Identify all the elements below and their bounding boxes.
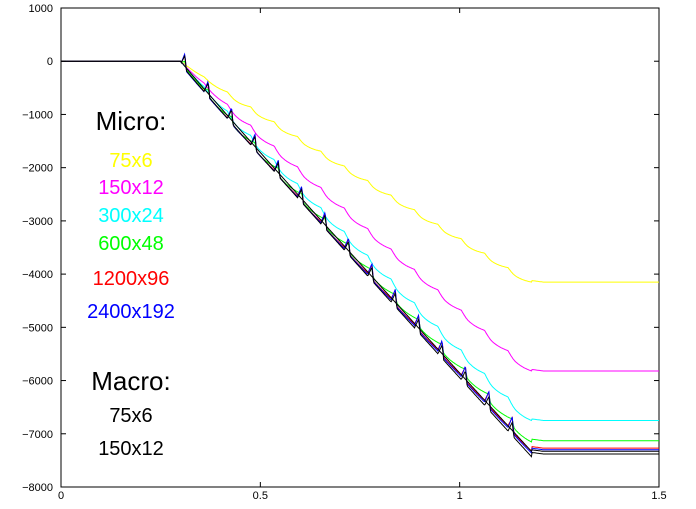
legend: Micro: 75x6 150x12 300x24 600x48 1200x96… (87, 106, 175, 460)
y-tick-label: −6000 (22, 376, 53, 388)
legend-entry: 150x12 (98, 177, 164, 199)
x-tick-label: 0 (58, 490, 64, 502)
axis-layer: 0 0.5 1 1.5 1000 0 −1000 −2000 −3000 −4000 −5000 −6… (22, 3, 667, 502)
legend-macro-title: Macro: (91, 366, 170, 396)
legend-micro-title: Micro: (96, 106, 167, 136)
legend-entry: 1200x96 (93, 268, 170, 290)
y-tick-label: −2000 (22, 163, 53, 175)
y-tick-label: −1000 (22, 109, 53, 121)
legend-entry: 300x24 (98, 205, 164, 227)
y-tick-label: 0 (47, 56, 53, 68)
y-tick-label: −5000 (22, 322, 53, 334)
legend-entry: 75x6 (109, 150, 152, 172)
series-layer (61, 52, 659, 458)
legend-entry: 600x48 (98, 233, 164, 255)
x-tick-label: 1 (457, 490, 463, 502)
series-line-macro-75x6 (61, 54, 659, 458)
y-tick-label: −7000 (22, 429, 53, 441)
x-tick-label: 0.5 (253, 490, 268, 502)
plot-area (60, 7, 660, 488)
x-tick-label: 1.5 (651, 490, 666, 502)
legend-entry: 150x12 (98, 438, 164, 460)
legend-entry: 75x6 (109, 405, 152, 427)
y-tick-label: 1000 (29, 3, 53, 15)
y-tick-label: −8000 (22, 482, 53, 494)
y-tick-label: −4000 (22, 269, 53, 281)
y-tick-label: −3000 (22, 216, 53, 228)
legend-entry: 2400x192 (87, 301, 175, 323)
